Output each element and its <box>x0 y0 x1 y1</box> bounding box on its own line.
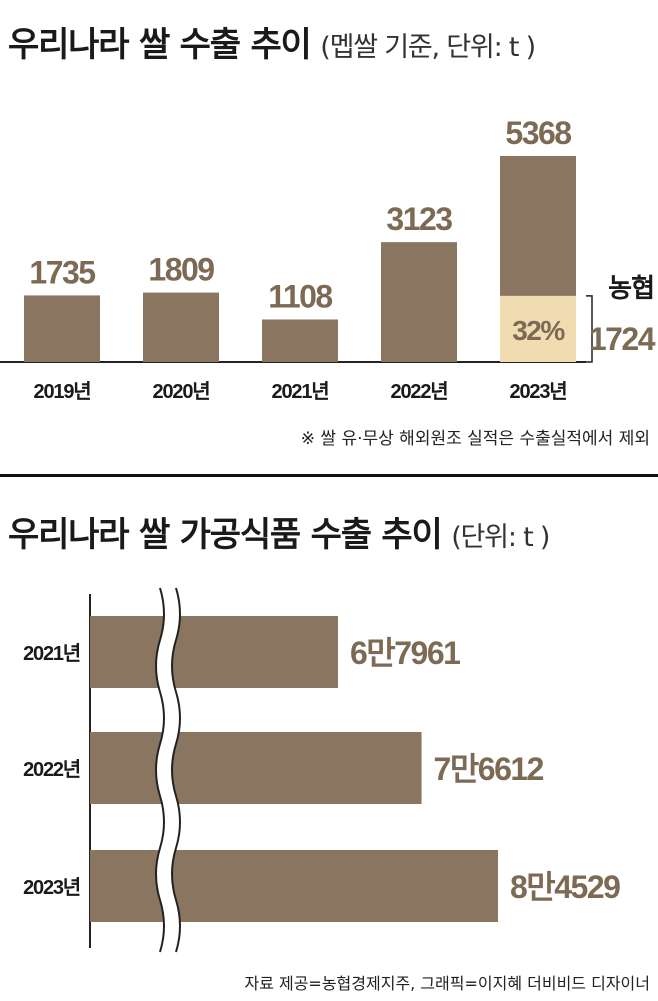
bar-value-label-0: 1735 <box>29 254 95 290</box>
bar-value-label-3: 3123 <box>386 201 452 237</box>
axis-break-line-right <box>171 587 181 953</box>
chart1-title: 우리나라 쌀 수출 추이 <box>8 25 312 65</box>
hbar-2023년 <box>90 850 498 922</box>
x-tick-label-2: 2021년 <box>272 380 329 403</box>
x-tick-label-1: 2020년 <box>153 380 210 403</box>
highlight-bracket <box>586 295 593 363</box>
x-tick-label-3: 2022년 <box>391 380 448 403</box>
chart1-title-block: 우리나라 쌀 수출 추이 (멥쌀 기준, 단위: t ) <box>8 25 536 65</box>
y-tick-label-0: 2021년 <box>23 642 80 665</box>
bar-2021년 <box>262 319 338 362</box>
chart2-title-block: 우리나라 쌀 가공식품 수출 추이 (단위: t ) <box>8 515 550 555</box>
y-tick-label-2: 2023년 <box>23 876 80 899</box>
rice-processed-food-export-bar-chart: 2021년 6만7961 2022년 7만6612 2023년 8만4529 <box>23 587 622 953</box>
rice-export-bar-chart: 1735 2019년 1809 2020년 1108 2021년 3123 2022년 5368… <box>0 115 657 403</box>
axis-break-line-left <box>155 587 165 953</box>
chart2-subtitle: (단위: t ) <box>451 522 550 553</box>
x-tick-label-4: 2023년 <box>510 380 567 403</box>
hbar-value-label-1: 7만6612 <box>434 751 544 787</box>
bar-2022년 <box>381 242 457 362</box>
highlight-segment-nonghyup <box>500 295 576 362</box>
source-credit: 자료 제공=농협경제지주, 그래픽=이지혜 더비비드 디자이너 <box>244 974 650 993</box>
bar-value-label-2: 1108 <box>268 278 332 314</box>
callout-nonghyup-value: 1724 <box>589 321 656 357</box>
callout-nonghyup-label: 농협 <box>608 273 654 303</box>
bar-2020년 <box>143 292 219 362</box>
section-divider <box>0 474 658 477</box>
hbar-value-label-0: 6만7961 <box>350 635 460 671</box>
chart1-footnote: ※ 쌀 유·무상 해외원조 실적은 수출실적에서 제외 <box>300 429 650 449</box>
chart2-title: 우리나라 쌀 가공식품 수출 추이 <box>8 515 443 555</box>
x-tick-label-0: 2019년 <box>34 380 91 403</box>
hbar-value-label-2: 8만4529 <box>510 869 620 905</box>
hbar-2021년 <box>90 616 338 688</box>
bar-value-label-4: 5368 <box>505 115 571 151</box>
chart1-subtitle: (멥쌀 기준, 단위: t ) <box>320 32 536 63</box>
bar-2019년 <box>24 295 100 362</box>
bar-value-label-1: 1809 <box>148 252 214 288</box>
y-tick-label-1: 2022년 <box>23 758 80 781</box>
hbar-2022년 <box>90 732 422 804</box>
axis-break-band <box>156 588 180 952</box>
highlight-percent-label: 32% <box>512 315 565 346</box>
